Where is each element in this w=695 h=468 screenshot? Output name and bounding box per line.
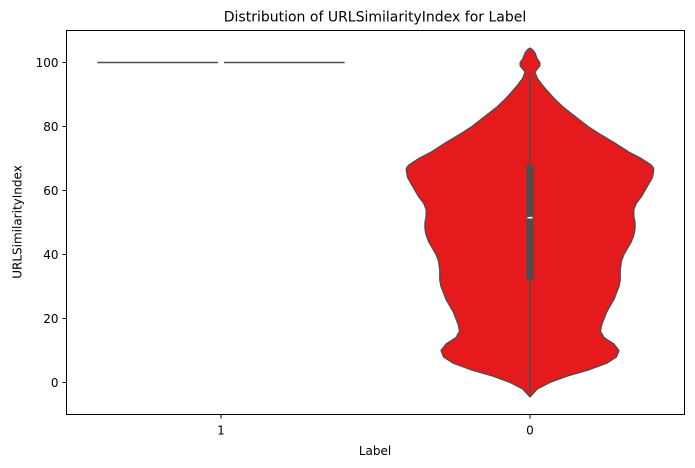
violin-0-iqr-box: [526, 164, 534, 281]
x-axis-title: Label: [359, 444, 391, 458]
y-tick-label: 20: [43, 312, 58, 326]
plot-frame: [66, 30, 685, 415]
x-tick-label: 1: [217, 424, 225, 438]
y-tick-label: 80: [43, 120, 58, 134]
y-tick-label: 40: [43, 248, 58, 262]
x-tick-label: 0: [526, 424, 534, 438]
plot-area: [97, 47, 655, 398]
y-tick-label: 60: [43, 184, 58, 198]
y-tick-label: 0: [51, 376, 59, 390]
y-axis: 0 20 40 60 80 100: [36, 56, 67, 390]
chart-title: Distribution of URLSimilarityIndex for L…: [224, 10, 527, 26]
y-axis-title: URLSimilarityIndex: [11, 165, 25, 279]
y-tick-label: 100: [36, 56, 59, 70]
